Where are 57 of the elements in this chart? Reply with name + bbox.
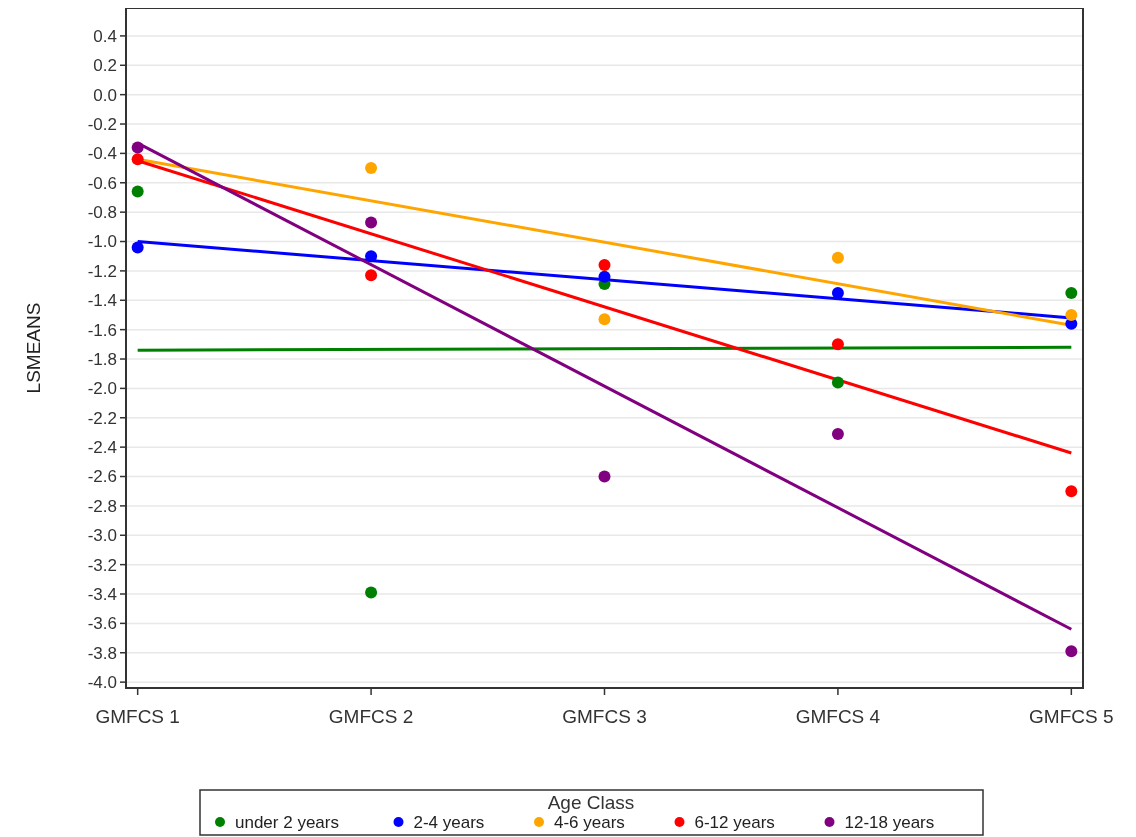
point [598,270,611,283]
legend-label: 4-6 years [554,813,625,832]
y-tick-label: -1.0 [87,232,117,252]
point [365,269,378,282]
point [1065,485,1078,498]
point [831,376,844,389]
point [831,251,844,264]
x-tick-label: GMFCS 4 [795,706,881,727]
point [365,586,378,599]
point [365,162,378,175]
y-tick-label: -3.6 [87,614,117,634]
point [598,470,611,483]
y-tick-label: -1.6 [87,320,117,340]
y-tick-label: -2.8 [87,496,117,516]
x-tick-label: GMFCS 2 [328,706,414,727]
legend-label: 6-12 years [694,813,775,832]
y-tick-label: -0.8 [87,203,117,223]
y-tick-label: 0.0 [93,85,117,105]
y-tick-label: -2.6 [87,467,117,487]
y-tick-label: -0.2 [87,114,117,134]
y-tick-label: -1.2 [87,261,117,281]
point [131,185,144,198]
point [131,141,144,154]
legend-label: 2-4 years [413,813,485,832]
y-tick-label: -2.0 [87,379,117,399]
point [365,250,378,263]
x-tick-label: GMFCS 3 [562,706,647,727]
y-axis-title: LSMEANS [23,302,44,394]
point [1065,286,1078,299]
point [365,216,378,229]
y-tick-label: -3.8 [87,643,117,663]
y-tick-label: -0.4 [87,144,117,164]
y-tick-label: -3.0 [87,526,117,546]
y-tick-label: -3.4 [87,584,117,604]
x-tick-label: GMFCS 1 [95,706,180,727]
point [1065,308,1078,321]
y-tick-label: -1.8 [87,349,117,369]
point [1065,645,1078,658]
y-tick-label: -0.6 [87,173,117,193]
y-tick-label: 0.4 [93,26,117,46]
legend-title: Age Class [547,792,635,813]
legend-label: under 2 years [235,813,339,832]
x-tick-label: GMFCS 5 [1029,706,1114,727]
point [598,259,611,272]
point [598,313,611,326]
point [131,153,144,166]
y-tick-label: -2.4 [87,438,117,458]
point [831,286,844,299]
y-tick-label: -1.4 [87,291,117,311]
y-tick-label: -3.2 [87,555,117,575]
point [831,427,844,440]
point [131,241,144,254]
y-tick-label: -4.0 [87,673,117,693]
legend-label: 12-18 years [844,813,935,832]
y-tick-label: 0.2 [93,56,117,76]
point [831,338,844,351]
y-tick-label: -2.2 [87,408,117,428]
